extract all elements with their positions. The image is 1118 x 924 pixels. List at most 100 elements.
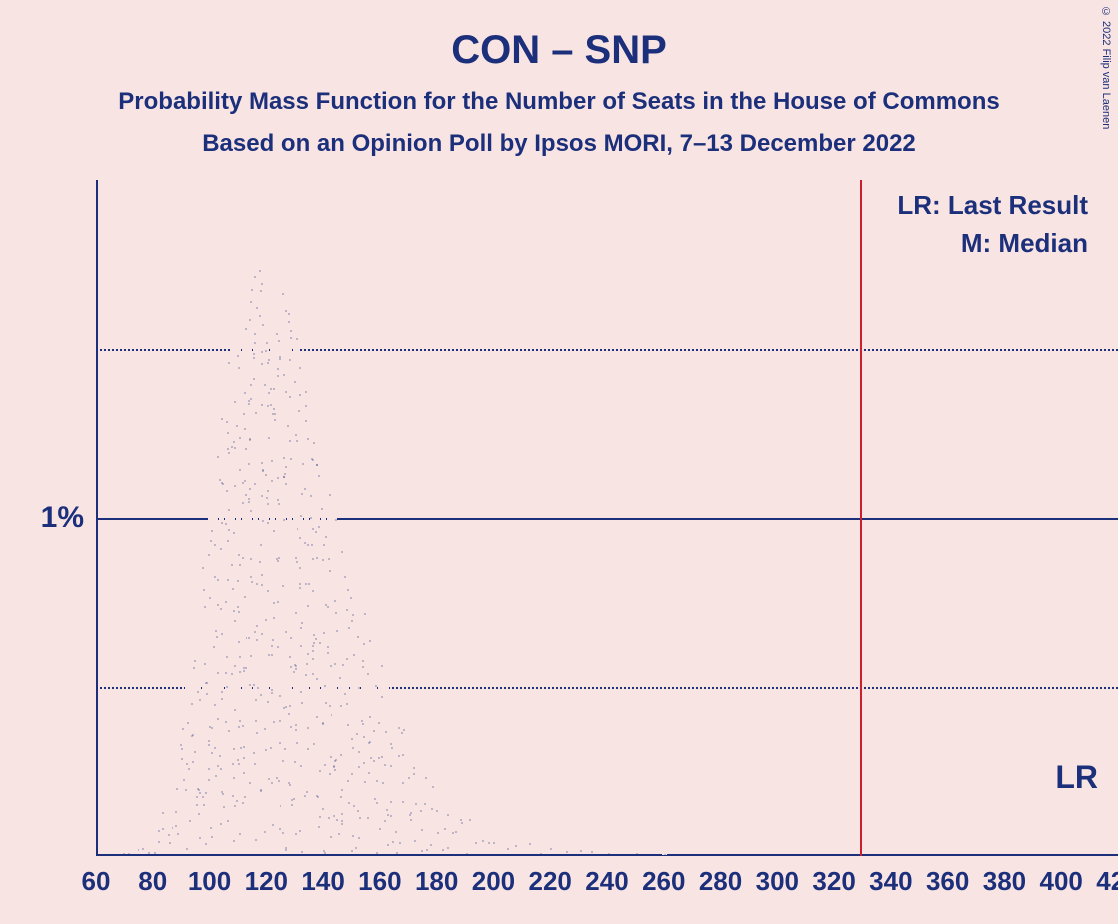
pmf-dot <box>245 448 247 450</box>
pmf-dot <box>221 418 223 420</box>
pmf-dot <box>271 654 273 656</box>
pmf-dot <box>333 765 335 767</box>
pmf-dot <box>455 831 457 833</box>
pmf-dot <box>237 355 239 357</box>
pmf-dot <box>322 723 324 725</box>
pmf-dot <box>299 394 301 396</box>
x-tick-label: 80 <box>123 866 183 897</box>
pmf-dot <box>316 678 318 680</box>
pmf-dot <box>273 530 275 532</box>
pmf-dot <box>307 605 309 607</box>
pmf-dot <box>186 763 188 765</box>
pmf-dot <box>231 446 233 448</box>
pmf-dot <box>461 822 463 824</box>
pmf-dot <box>221 698 223 700</box>
pmf-bar-mask <box>253 258 258 854</box>
pmf-dot <box>362 723 364 725</box>
pmf-dot <box>284 748 286 750</box>
pmf-dot <box>234 665 236 667</box>
pmf-dot <box>213 646 215 648</box>
pmf-dot <box>250 655 252 657</box>
pmf-dot <box>279 720 281 722</box>
pmf-dot <box>398 755 400 757</box>
pmf-bar-mask <box>503 836 508 854</box>
pmf-dot <box>251 581 253 583</box>
pmf-dot <box>290 726 292 728</box>
pmf-bar-mask <box>247 265 252 855</box>
pmf-dot <box>322 808 324 810</box>
pmf-dot <box>330 665 332 667</box>
pmf-dot <box>274 413 276 415</box>
pmf-dot <box>238 641 240 643</box>
pmf-dot <box>242 482 244 484</box>
pmf-dot <box>363 736 365 738</box>
pmf-dot <box>221 633 223 635</box>
pmf-dot <box>228 362 230 364</box>
pmf-dot <box>254 631 256 633</box>
pmf-dot <box>209 726 211 728</box>
pmf-dot <box>194 751 196 753</box>
pmf-dot <box>421 850 423 852</box>
x-tick-label: 280 <box>691 866 751 897</box>
pmf-dot <box>295 557 297 559</box>
pmf-dot <box>228 730 230 732</box>
pmf-dot <box>301 702 303 704</box>
pmf-dot <box>295 668 297 670</box>
pmf-dot <box>267 503 269 505</box>
pmf-dot <box>444 828 446 830</box>
pmf-dot <box>233 840 235 842</box>
pmf-dot <box>234 485 236 487</box>
pmf-dot <box>250 576 252 578</box>
pmf-dot <box>233 532 235 534</box>
pmf-dot <box>211 752 213 754</box>
pmf-dot <box>323 850 325 852</box>
pmf-dot <box>226 421 228 423</box>
pmf-dot <box>227 820 229 822</box>
pmf-dot <box>334 600 336 602</box>
pmf-dot <box>285 391 287 393</box>
pmf-dot <box>341 551 343 553</box>
pmf-dot <box>318 526 320 528</box>
pmf-dot <box>381 696 383 698</box>
pmf-dot <box>268 437 270 439</box>
pmf-dot <box>311 544 313 546</box>
pmf-bar-mask <box>315 437 320 854</box>
pmf-dot <box>274 419 276 421</box>
pmf-dot <box>214 704 216 706</box>
pmf-dot <box>398 727 400 729</box>
pmf-dot <box>225 721 227 723</box>
pmf-dot <box>336 819 338 821</box>
pmf-dot <box>507 848 509 850</box>
pmf-dot <box>312 558 314 560</box>
pmf-dot <box>191 735 193 737</box>
pmf-bar-mask <box>429 782 434 854</box>
pmf-dot <box>239 833 241 835</box>
pmf-dot <box>244 480 246 482</box>
pmf-dot <box>373 760 375 762</box>
pmf-bar-mask <box>219 400 224 854</box>
pmf-dot <box>264 384 266 386</box>
pmf-dot <box>196 796 198 798</box>
pmf-dot <box>319 816 321 818</box>
x-tick-label: 180 <box>407 866 467 897</box>
pmf-dot <box>273 721 275 723</box>
pmf-dot <box>211 727 213 729</box>
pmf-dot <box>282 585 284 587</box>
pmf-dot <box>271 645 273 647</box>
pmf-dot <box>206 693 208 695</box>
pmf-dot <box>238 763 240 765</box>
pmf-dot <box>278 503 280 505</box>
pmf-dot <box>228 452 230 454</box>
pmf-dot <box>214 576 216 578</box>
pmf-dot <box>283 476 285 478</box>
x-tick-label: 160 <box>350 866 410 897</box>
pmf-bar-mask <box>191 646 196 854</box>
pmf-bar-mask <box>173 748 178 854</box>
pmf-dot <box>315 531 317 533</box>
pmf-dot <box>227 540 229 542</box>
pmf-dot <box>342 664 344 666</box>
pmf-dot <box>302 463 304 465</box>
pmf-dot <box>250 301 252 303</box>
pmf-dot <box>248 400 250 402</box>
pmf-bar-mask <box>304 383 309 854</box>
